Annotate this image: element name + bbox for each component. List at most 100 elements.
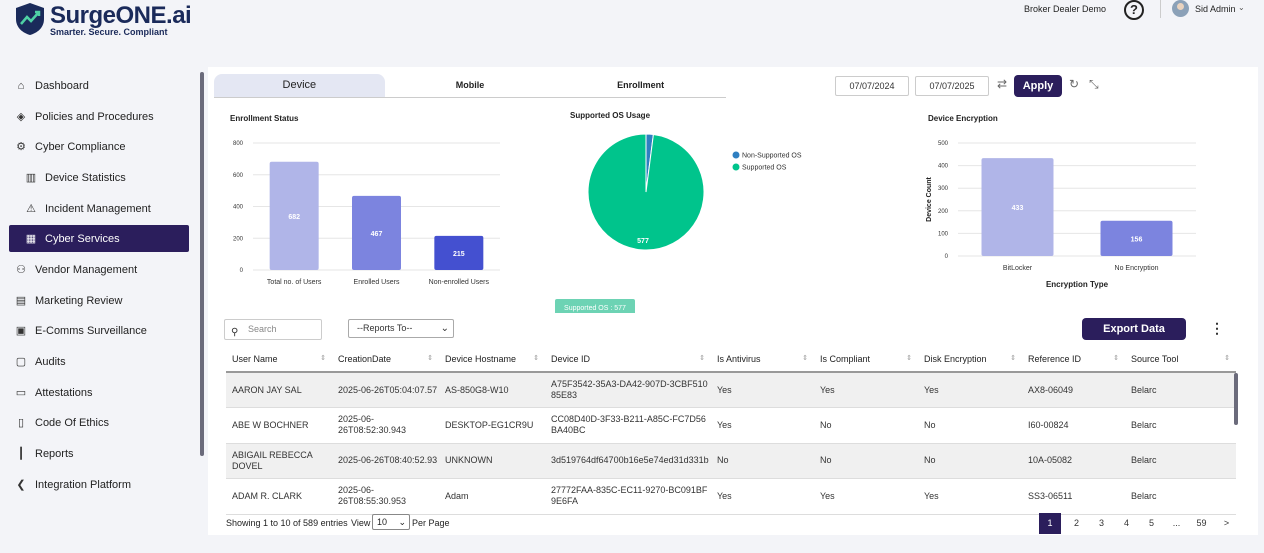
org-name[interactable]: Broker Dealer Demo bbox=[1024, 4, 1107, 14]
avatar[interactable] bbox=[1172, 0, 1189, 17]
x-tick-label: Non-enrolled Users bbox=[429, 279, 490, 286]
pie-value-label: 577 bbox=[637, 238, 649, 245]
search-icon: ⚲ bbox=[231, 327, 239, 338]
bar-value-label: 467 bbox=[371, 231, 383, 238]
date-from-input[interactable]: 07/07/2024 bbox=[835, 76, 909, 96]
search-input[interactable]: ⚲ Search bbox=[224, 319, 322, 340]
per-page-value: 10 bbox=[377, 517, 388, 527]
column-header[interactable]: Source Tool ⇕ bbox=[1125, 347, 1236, 373]
date-to-input[interactable]: 07/07/2025 bbox=[915, 76, 989, 96]
tab-enrollment[interactable]: Enrollment bbox=[617, 80, 665, 90]
y-tick-label: 400 bbox=[233, 205, 244, 211]
sidebar-item-cyber-compliance[interactable]: ⚙ Cyber Compliance bbox=[9, 133, 189, 160]
sidebar-item-ecomms-surveillance[interactable]: ▣ E-Comms Surveillance bbox=[9, 317, 189, 344]
sidebar-item-label: Incident Management bbox=[45, 202, 151, 215]
chevron-down-icon[interactable]: ⌄ bbox=[1238, 3, 1245, 12]
view-label: View bbox=[351, 518, 371, 528]
sidebar-item-vendor-management[interactable]: ⚇ Vendor Management bbox=[9, 256, 189, 283]
table-row[interactable]: ABIGAIL REBECCA DOVEL 2025-06-26T08:40:52… bbox=[226, 443, 1236, 479]
encryption-bar-chart: 0 100 200 300 400 500 433 BitLocker 156 No Encryp… bbox=[926, 141, 1196, 289]
help-icon[interactable]: ? bbox=[1124, 0, 1144, 20]
collapse-icon[interactable]: ⤡ bbox=[1089, 77, 1099, 91]
sidebar-item-cyber-services[interactable]: ▦ Cyber Services bbox=[9, 225, 189, 252]
column-header[interactable]: Is Compliant ⇕ bbox=[814, 347, 918, 373]
table-cell: Belarc bbox=[1125, 407, 1236, 444]
column-header[interactable]: Device ID ⇕ bbox=[545, 347, 711, 373]
table-cell: 2025-06-26T05:04:07.57 bbox=[332, 372, 439, 408]
tab-device[interactable]: Device bbox=[214, 74, 385, 97]
document-icon: ▭ bbox=[15, 387, 27, 399]
tab-bar: Device Mobile Enrollment bbox=[214, 74, 726, 98]
table-row[interactable]: ADAM R. CLARK 2025-06-26T08:55:30.953 Adam… bbox=[226, 478, 1236, 515]
user-name[interactable]: Sid Admin bbox=[1195, 4, 1236, 14]
x-tick-label: No Encryption bbox=[1115, 265, 1159, 272]
page-button[interactable]: 2 bbox=[1073, 518, 1079, 528]
column-header[interactable]: Disk Encryption ⇕ bbox=[918, 347, 1022, 373]
column-header[interactable]: User Name ⇕ bbox=[226, 347, 332, 373]
column-header[interactable]: CreationDate ⇕ bbox=[332, 347, 439, 373]
brand-logo[interactable]: SurgeONE.ai Smarter. Secure. Compliant bbox=[14, 2, 204, 40]
bar bbox=[269, 161, 319, 270]
sort-icon[interactable]: ⇕ bbox=[427, 355, 433, 362]
per-page-select[interactable]: 10 ⌄ bbox=[372, 514, 410, 530]
layers-icon: ◈ bbox=[16, 111, 26, 123]
table-cell: 2025-06-26T08:52:30.943 bbox=[332, 407, 439, 444]
page-button[interactable]: 59 bbox=[1196, 518, 1207, 528]
reports-to-select[interactable]: --Reports To-- ⌄ bbox=[348, 319, 454, 338]
bar bbox=[1100, 220, 1173, 256]
table-cell: Belarc bbox=[1125, 478, 1236, 515]
bar bbox=[981, 158, 1054, 256]
sort-icon[interactable]: ⇕ bbox=[1224, 355, 1230, 362]
refresh-icon[interactable]: ↻ bbox=[1069, 77, 1080, 91]
apply-button[interactable]: Apply bbox=[1014, 75, 1062, 97]
table-cell: CC08D40D-3F33-B211-A85C-FC7D56BA40BC bbox=[545, 407, 711, 444]
y-tick-label: 800 bbox=[233, 141, 244, 147]
bar bbox=[434, 235, 484, 270]
sidebar-item-code-of-ethics[interactable]: ▯ Code Of Ethics bbox=[9, 409, 189, 436]
column-header[interactable]: Reference ID ⇕ bbox=[1022, 347, 1125, 373]
export-data-button[interactable]: Export Data bbox=[1082, 318, 1186, 340]
table-cell: AARON JAY SAL bbox=[226, 372, 332, 408]
table-cell: Belarc bbox=[1125, 372, 1236, 408]
audit-icon: ▢ bbox=[15, 356, 27, 368]
sidebar-scrollbar[interactable] bbox=[200, 72, 204, 456]
sort-icon[interactable]: ⇕ bbox=[533, 355, 539, 362]
sidebar-item-label: Vendor Management bbox=[35, 263, 138, 276]
column-header[interactable]: Is Antivirus ⇕ bbox=[711, 347, 814, 373]
sidebar-item-label: Cyber Services bbox=[45, 232, 120, 245]
more-options-icon[interactable]: ⋮ bbox=[1210, 320, 1224, 336]
next-page-button[interactable]: > bbox=[1223, 518, 1230, 528]
bar bbox=[352, 195, 401, 270]
sort-icon[interactable]: ⇕ bbox=[802, 355, 808, 362]
tab-mobile[interactable]: Mobile bbox=[455, 80, 485, 90]
sidebar-item-audits[interactable]: ▢ Audits bbox=[9, 348, 189, 375]
sidebar-item-dashboard[interactable]: ⌂ Dashboard bbox=[9, 72, 189, 99]
table-row[interactable]: AARON JAY SAL 2025-06-26T05:04:07.57 AS-85… bbox=[226, 372, 1236, 408]
page-button[interactable]: 3 bbox=[1098, 518, 1104, 528]
sidebar-item-integration-platform[interactable]: ❮ Integration Platform bbox=[9, 471, 189, 498]
page-button[interactable]: 5 bbox=[1148, 518, 1154, 528]
swap-icon[interactable]: ⇄ bbox=[997, 77, 1008, 91]
sidebar-item-marketing-review[interactable]: ▤ Marketing Review bbox=[9, 287, 189, 314]
table-row[interactable]: ABE W BOCHNER 2025-06-26T08:52:30.943 DESK… bbox=[226, 407, 1236, 444]
sort-icon[interactable]: ⇕ bbox=[1113, 355, 1119, 362]
sidebar-item-device-statistics[interactable]: ▥ Device Statistics bbox=[9, 164, 189, 191]
sort-icon[interactable]: ⇕ bbox=[906, 355, 912, 362]
table-cell: Adam bbox=[439, 478, 545, 515]
table-cell: I60-00824 bbox=[1022, 407, 1125, 444]
page-button[interactable]: 4 bbox=[1123, 518, 1129, 528]
column-label: Reference ID bbox=[1028, 354, 1082, 364]
column-header[interactable]: Device Hostname ⇕ bbox=[439, 347, 545, 373]
sort-icon[interactable]: ⇕ bbox=[1010, 355, 1016, 362]
table-cell: No bbox=[814, 407, 918, 444]
pie-slice bbox=[587, 133, 705, 251]
x-tick-label: Enrolled Users bbox=[354, 279, 400, 286]
sidebar-item-attestations[interactable]: ▭ Attestations bbox=[9, 379, 189, 406]
sort-icon[interactable]: ⇕ bbox=[320, 355, 326, 362]
sort-icon[interactable]: ⇕ bbox=[699, 355, 705, 362]
sidebar-item-reports[interactable]: ┃ Reports bbox=[9, 440, 189, 467]
sidebar-item-policies[interactable]: ◈ Policies and Procedures bbox=[9, 103, 189, 130]
table-scrollbar[interactable] bbox=[1234, 373, 1238, 425]
sidebar-item-incident-management[interactable]: ⚠ Incident Management bbox=[9, 195, 189, 222]
page-button[interactable]: 1 bbox=[1039, 513, 1061, 534]
